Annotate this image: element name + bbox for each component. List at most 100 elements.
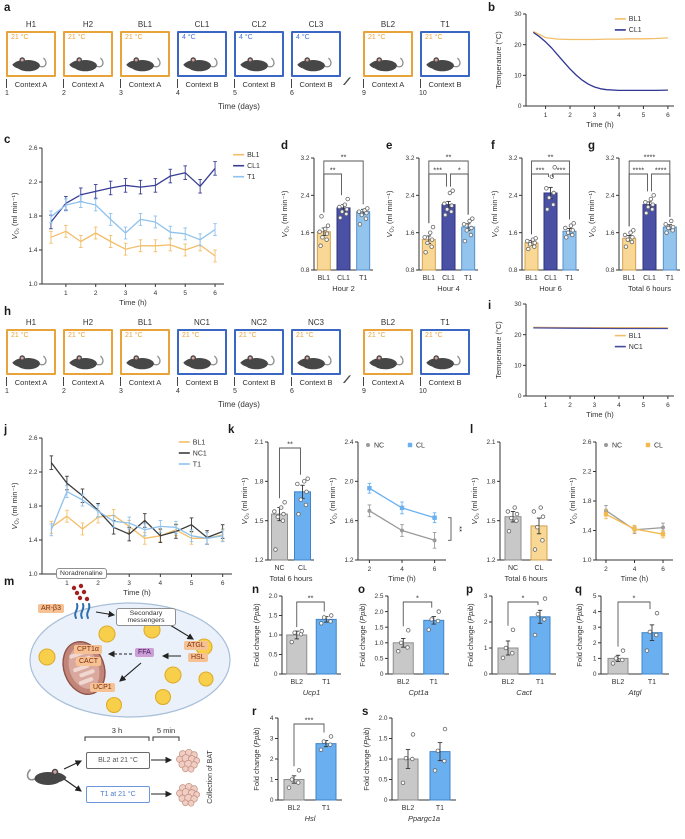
timeline-axis-label: Time (days) [218, 400, 260, 409]
svg-text:6: 6 [661, 566, 665, 573]
svg-text:2.5: 2.5 [374, 593, 383, 600]
timeline-day-number: 3 [119, 90, 123, 97]
svg-text:T1: T1 [322, 805, 330, 812]
svg-text:1.6: 1.6 [508, 230, 517, 237]
svg-text:3.2: 3.2 [300, 155, 309, 162]
mouse-icon [68, 53, 106, 74]
svg-text:***: *** [305, 716, 314, 725]
timeline-mouse-box: 21 °C [420, 329, 470, 375]
timeline-day-number: 1 [5, 388, 9, 395]
svg-text:0.8: 0.8 [605, 267, 614, 274]
svg-text:2.4: 2.4 [300, 193, 309, 200]
svg-text:**: ** [330, 166, 336, 175]
timeline-box-name: H1 [25, 20, 37, 29]
timeline-context-label: Context A [128, 80, 162, 89]
svg-text:NC: NC [612, 442, 622, 449]
svg-text:0: 0 [384, 797, 388, 804]
lipid-droplet-icons [38, 621, 214, 714]
panel-label-k: k [228, 424, 235, 436]
svg-text:**: ** [548, 153, 554, 162]
hsl-label: HSL [188, 653, 208, 663]
svg-text:****: **** [655, 166, 667, 175]
foldchange-ppargc1a: 0 0.5 1.0 1.5 2.0 BL2 T1 Ppargc1a Fold change (P… [360, 708, 470, 836]
svg-text:1.0: 1.0 [582, 557, 591, 564]
svg-text:3: 3 [270, 736, 274, 743]
svg-text:0.8: 0.8 [300, 267, 309, 274]
timeline-mouse-box: 21 °C [63, 31, 113, 77]
svg-text:2.4: 2.4 [605, 193, 614, 200]
timeline-box-temp: 4 °C [182, 34, 196, 41]
svg-text:2.1: 2.1 [486, 439, 495, 446]
svg-text:T1: T1 [430, 679, 438, 686]
timeline-day-number: 4 [176, 388, 180, 395]
svg-text:2.6: 2.6 [28, 145, 37, 152]
panel-label-f: f [491, 140, 495, 152]
timeline-mouse-box: 21 °C [363, 31, 413, 77]
svg-text:2: 2 [270, 756, 274, 763]
svg-text:2.0: 2.0 [378, 715, 387, 722]
mouse-icon [425, 351, 463, 372]
svg-text:4: 4 [617, 402, 621, 409]
panel-label-h: h [4, 306, 12, 318]
svg-text:T1: T1 [247, 174, 255, 181]
timeline-context-label: Context B [185, 378, 219, 387]
timeline-day-tick [120, 79, 121, 88]
svg-text:1.5: 1.5 [378, 736, 387, 743]
mouse-icon [239, 53, 277, 74]
svg-text:VO₂ (ml min⁻¹): VO₂ (ml min⁻¹) [328, 477, 339, 525]
mouse-icon [182, 53, 220, 74]
svg-text:2.1: 2.1 [254, 439, 263, 446]
timeline-day-number: 2 [62, 90, 66, 97]
svg-text:VO₂ (ml min⁻¹): VO₂ (ml min⁻¹) [470, 477, 481, 525]
svg-text:0: 0 [274, 671, 278, 678]
mouse-icon [11, 53, 49, 74]
panel-label-e: e [386, 140, 393, 152]
svg-text:1.6: 1.6 [605, 230, 614, 237]
svg-text:BL2: BL2 [397, 679, 410, 686]
d-svg: 0.8 1.6 2.4 3.2 BL1 CL1 T1 Hour 2 VO₂ (ml min⁻¹)… [280, 153, 373, 293]
svg-text:3.2: 3.2 [605, 155, 614, 162]
secondary-messengers-label: Secondary messengers [116, 608, 176, 626]
svg-text:VO₂ (ml min⁻¹): VO₂ (ml min⁻¹) [10, 192, 21, 240]
svg-text:0.8: 0.8 [405, 267, 414, 274]
timeline-day-number: 10 [419, 90, 427, 97]
svg-text:2.2: 2.2 [28, 469, 37, 476]
timeline-box-name: BL1 [137, 20, 153, 29]
timeline-context-label: Context A [14, 80, 48, 89]
svg-text:6: 6 [666, 112, 670, 119]
timeline-context-label: Context A [371, 378, 405, 387]
panel-label-g: g [588, 140, 596, 152]
c-svg: 1.0 1.4 1.8 2.2 2.6 1 2 3 4 5 6 Time (h) VO₂ (ml min… [10, 145, 260, 307]
mouse-icon [296, 351, 334, 372]
timeline-mouse-box: 4 °C [177, 31, 227, 77]
svg-text:NC: NC [374, 442, 384, 449]
timeline-mouse-box: 4 °C [291, 31, 341, 77]
svg-text:***: *** [557, 166, 566, 175]
cpt1a-label: CPT1α [74, 645, 102, 655]
svg-text:5: 5 [642, 402, 646, 409]
svg-text:*: * [633, 594, 636, 603]
svg-text:Total 6 hours: Total 6 hours [505, 574, 548, 583]
svg-text:CL1: CL1 [337, 275, 350, 282]
svg-text:0.5: 0.5 [268, 652, 277, 659]
timeline-day-number: 6 [290, 388, 294, 395]
vo2-timecourse-cold: 1.0 1.4 1.8 2.2 2.6 1 2 3 4 5 6 Time (h) VO₂ (ml min… [8, 136, 278, 312]
r-svg: 0 1 2 3 4 BL2 T1 Hsl Fold change (Ppib) *** [252, 715, 342, 823]
timeline-box-temp: 21 °C [125, 332, 143, 339]
svg-text:4: 4 [633, 566, 637, 573]
schematic-brackets [84, 736, 180, 741]
timeline-box-temp: 21 °C [182, 332, 200, 339]
svg-text:6: 6 [666, 402, 670, 409]
vo2-line-nc-cl-control: 1.0 1.4 1.8 2.2 2.6 2 4 6 Time (h) VO₂ (ml min⁻¹)… [566, 430, 685, 602]
foldchange-ucp1: 0 0.5 1.0 1.5 2.0 BL2 T1 Ucp1 Fold change (Ppib)… [250, 586, 353, 710]
timeline-context-label: Context A [71, 378, 105, 387]
svg-text:BL2: BL2 [288, 805, 301, 812]
timeline-day-tick [291, 377, 292, 386]
svg-text:1: 1 [593, 656, 597, 663]
timeline-box-temp: 21 °C [11, 332, 29, 339]
svg-text:Hsl: Hsl [305, 814, 316, 823]
svg-text:*: * [522, 594, 525, 603]
svg-text:1.0: 1.0 [28, 571, 37, 578]
